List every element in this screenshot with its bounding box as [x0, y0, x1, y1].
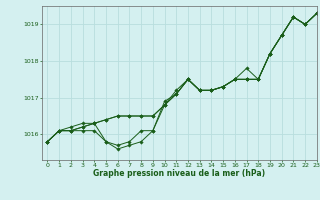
X-axis label: Graphe pression niveau de la mer (hPa): Graphe pression niveau de la mer (hPa) — [93, 169, 265, 178]
